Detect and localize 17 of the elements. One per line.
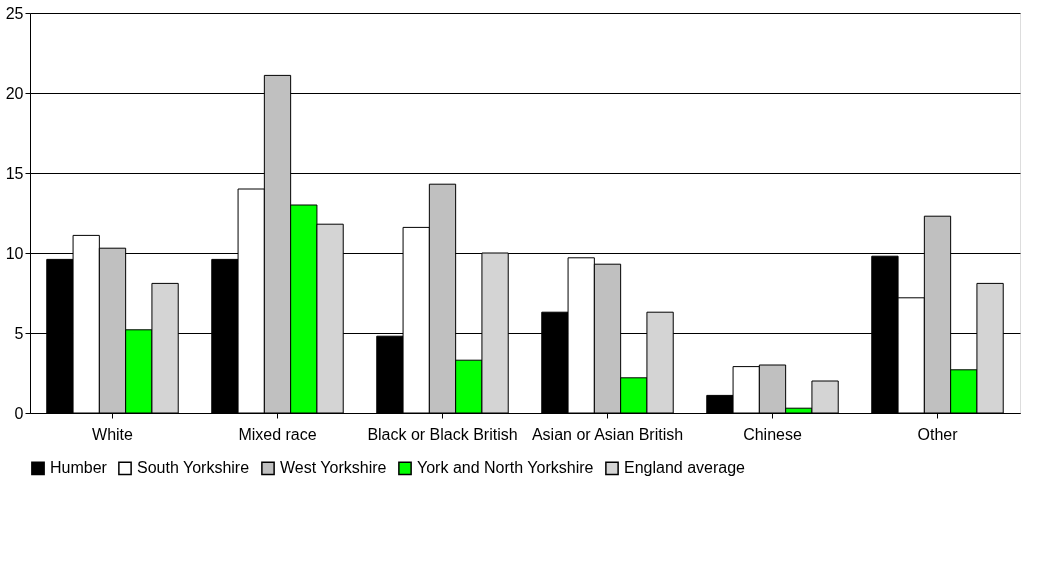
x-tick-label: Chinese <box>743 425 802 443</box>
x-tick-label: Black or Black British <box>367 425 518 443</box>
y-tick-label: 15 <box>5 164 24 182</box>
x-tick-label: Asian or Asian British <box>531 425 684 443</box>
legend-label: South Yorkshire <box>137 459 250 477</box>
legend-label: West Yorkshire <box>280 459 387 477</box>
y-tick-label: 20 <box>5 84 24 102</box>
legend-label: York and North Yorkshire <box>417 459 594 477</box>
legend-label: England average <box>624 459 746 477</box>
x-tick-label: Other <box>917 425 959 443</box>
legend-label: Humber <box>50 459 108 477</box>
x-tick-label: Mixed race <box>238 425 317 443</box>
y-tick-label: 5 <box>14 324 24 342</box>
y-tick-label: 25 <box>5 4 24 22</box>
y-tick-label: 0 <box>14 404 24 422</box>
x-tick-label: White <box>92 425 134 443</box>
y-tick-label: 10 <box>5 244 24 262</box>
